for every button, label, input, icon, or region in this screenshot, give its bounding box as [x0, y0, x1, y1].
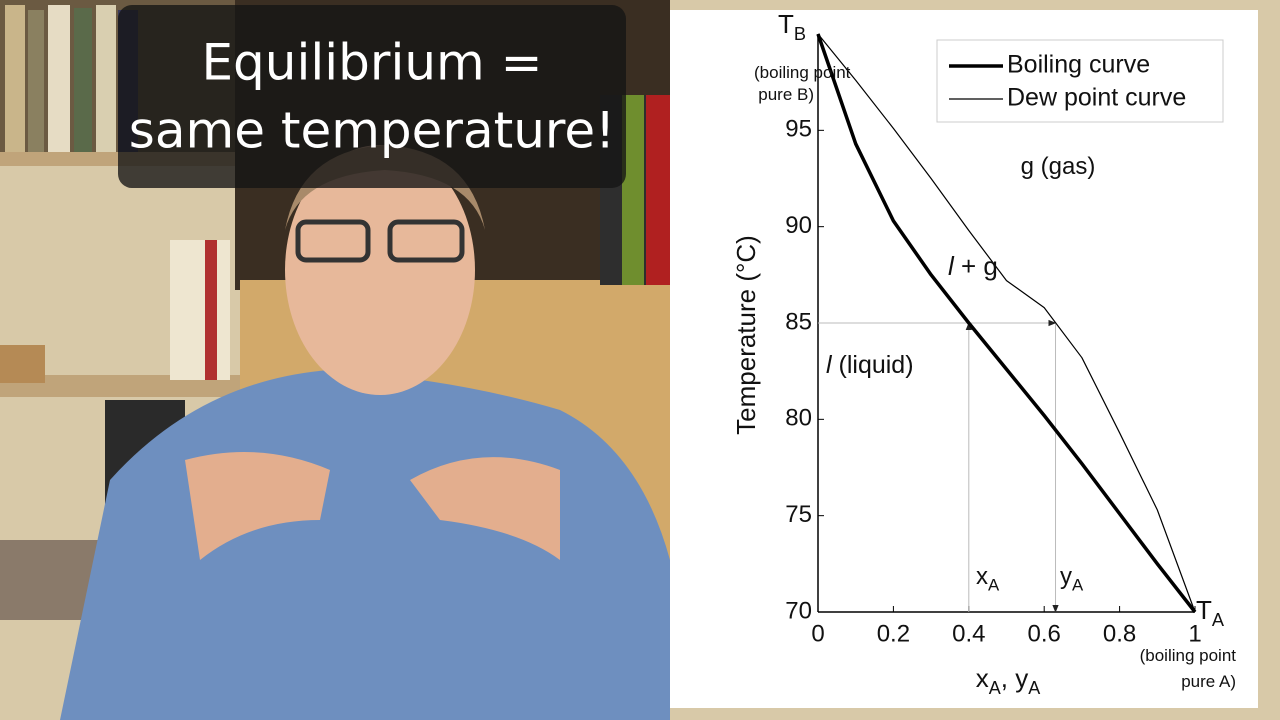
y-tick-label: 85	[785, 308, 812, 335]
annotation-text: T	[1196, 595, 1212, 625]
y-tick-label: 80	[785, 405, 812, 432]
annotation: g (gas)	[1021, 153, 1096, 180]
x-axis-label-sub: A	[989, 678, 1001, 698]
annotation-sub: A	[988, 576, 1000, 595]
chart-panel	[670, 10, 1258, 708]
annotation-text: + g	[954, 251, 998, 281]
y-tick-label: 95	[785, 116, 812, 143]
annotation: TB	[778, 9, 806, 44]
x-axis-label-sub: A	[1028, 678, 1040, 698]
x-tick-label: 0	[811, 620, 824, 647]
x-tick-label: 0.6	[1028, 620, 1061, 647]
x-axis-label: xA, yA	[976, 663, 1040, 698]
curve	[816, 33, 1197, 614]
annotation: xA	[976, 563, 1000, 594]
annotation-text: T	[778, 9, 794, 39]
annotation: l + g	[948, 251, 998, 281]
caption-box: Equilibrium = same temperature!	[118, 5, 626, 188]
y-tick-label: 90	[785, 212, 812, 239]
legend-label: Boiling curve	[1007, 51, 1150, 79]
x-axis-label-text: x	[976, 663, 989, 693]
annotation-sub: A	[1072, 576, 1084, 595]
annotation: pure B)	[758, 85, 814, 104]
annotation: TA	[1196, 595, 1225, 630]
annotation-text: x	[976, 563, 988, 590]
annotation-text: g (gas)	[1021, 153, 1096, 180]
x-tick-label: 0.2	[877, 620, 910, 647]
legend-box	[936, 39, 1224, 123]
x-tick-label: 0.4	[952, 620, 985, 647]
y-axis-label: Temperature (°C)	[731, 235, 761, 435]
annotation-text: y	[1060, 563, 1072, 590]
annotation-text: pure B)	[758, 85, 814, 104]
x-tick-label: 0.8	[1103, 620, 1136, 647]
curve	[817, 33, 1196, 613]
chart: 70 75 80 85 90 95 0 0.2 0.4 0.6 0.8 1 Temperature (°…	[731, 9, 1236, 698]
annotation-italic: l	[826, 351, 833, 379]
annotation-text: pure A)	[1181, 672, 1236, 691]
annotation-text: (boiling point	[754, 63, 851, 82]
caption-line: Equilibrium =	[201, 34, 542, 92]
y-tick-label: 70	[785, 597, 812, 624]
caption-line: same temperature!	[129, 102, 615, 160]
x-tick-label: 1	[1188, 620, 1201, 647]
legend-label: Dew point curve	[1007, 84, 1186, 112]
x-axis-label-text: , y	[1001, 663, 1028, 693]
annotation: (boiling point	[1140, 646, 1237, 665]
annotation-text: (boiling point	[1140, 646, 1237, 665]
annotation-italic: l	[948, 251, 955, 281]
annotation: pure A)	[1181, 672, 1236, 691]
annotation: l (liquid)	[826, 351, 914, 379]
annotation-text: (liquid)	[832, 351, 914, 379]
annotation: (boiling point	[754, 63, 851, 82]
y-tick-label: 75	[785, 501, 812, 528]
annotation: yA	[1060, 563, 1084, 594]
annotation-sub: A	[1212, 610, 1225, 630]
annotation-sub: B	[794, 24, 806, 44]
